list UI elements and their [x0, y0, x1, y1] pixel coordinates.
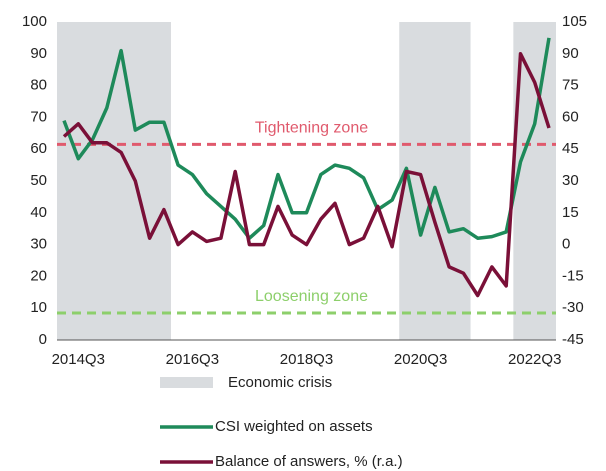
- legend-swatch: [160, 377, 213, 388]
- y-tick-label: 100: [22, 13, 47, 30]
- legend-label: CSI weighted on assets: [215, 418, 373, 435]
- series-line: [62, 52, 551, 298]
- crisis-band: [399, 22, 471, 340]
- y-tick-label: 20: [30, 267, 47, 284]
- y-tick-label: 40: [30, 204, 47, 221]
- x-tick-label: 2014Q3: [52, 351, 105, 368]
- legend-label: Balance of answers, % (r.a.): [215, 453, 403, 470]
- y-tick-label: 60: [30, 140, 47, 157]
- y2-tick-label: 0: [562, 236, 570, 253]
- y-tick-label: 90: [30, 45, 47, 62]
- y-tick-label: 0: [39, 331, 47, 348]
- y-tick-label: 70: [30, 108, 47, 125]
- series-line: [62, 37, 551, 240]
- y2-tick-label: 15: [562, 204, 579, 221]
- y2-tick-label: -30: [562, 299, 584, 316]
- x-tick-label: 2022Q3: [508, 351, 561, 368]
- y-tick-label: 50: [30, 172, 47, 189]
- x-tick-label: 2018Q3: [280, 351, 333, 368]
- y2-tick-label: 90: [562, 45, 579, 62]
- y-tick-label: 30: [30, 236, 47, 253]
- y2-tick-label: 105: [562, 13, 587, 30]
- threshold-label: Tightening zone: [255, 120, 368, 137]
- x-tick-label: 2016Q3: [166, 351, 219, 368]
- y2-tick-label: 60: [562, 108, 579, 125]
- y2-tick-label: 45: [562, 140, 579, 157]
- crisis-band: [57, 22, 171, 340]
- y2-tick-label: 30: [562, 172, 579, 189]
- y-tick-label: 10: [30, 299, 47, 316]
- x-tick-label: 2020Q3: [394, 351, 447, 368]
- y2-tick-label: -45: [562, 331, 584, 348]
- y2-tick-label: 75: [562, 77, 579, 94]
- y2-tick-label: -15: [562, 267, 584, 284]
- legend-label: Economic crisis: [228, 374, 332, 391]
- y-tick-label: 80: [30, 77, 47, 94]
- threshold-label: Loosening zone: [255, 288, 368, 305]
